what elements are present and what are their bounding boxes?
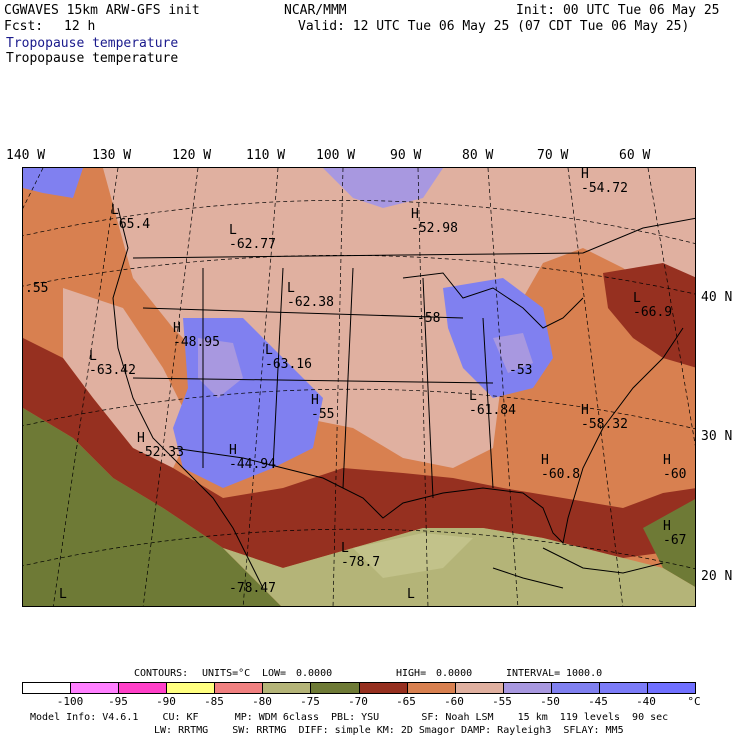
lon-label: 120 W	[172, 148, 212, 163]
extremum-label: L -63.42	[89, 349, 136, 378]
lat-label: 40 N	[701, 290, 733, 305]
legend-tick: -45	[588, 695, 608, 708]
extremum-label: H -52.33	[137, 431, 184, 460]
high-label: HIGH=	[396, 668, 427, 679]
legend-swatch	[119, 683, 168, 693]
units-label: UNITS=°C	[202, 668, 251, 679]
tropopause-temperature-map: H -54.72 L -65.4 L -62.77 H -52.98 .55 L -62.…	[22, 167, 696, 607]
extremum-label: H -60.8	[541, 453, 581, 482]
field-title-secondary: Tropopause temperature	[6, 51, 179, 66]
legend-tick: -65	[396, 695, 416, 708]
interval-label: INTERVAL=	[506, 668, 561, 679]
map-fields	[23, 168, 695, 606]
extremum-label: L -66.9	[633, 291, 673, 320]
legend-unit: °C	[687, 695, 701, 708]
extremum-label: H -54.72	[581, 167, 628, 196]
extremum-label: -58	[417, 311, 441, 326]
extremum-label: H -52.98	[411, 207, 458, 236]
extremum-label: -78.47	[229, 581, 276, 596]
low-label: LOW=	[262, 668, 287, 679]
lon-label: 100 W	[316, 148, 356, 163]
legend-swatch	[23, 683, 72, 693]
lon-label: 130 W	[92, 148, 132, 163]
legend-tick: -85	[204, 695, 224, 708]
extremum-label: L -62.77	[229, 223, 276, 252]
extremum-label: L -61.84	[469, 389, 516, 418]
legend-swatch	[263, 683, 312, 693]
extremum-label: L	[407, 587, 415, 602]
extremum-label: H -44.94	[229, 443, 276, 472]
lon-label: 80 W	[462, 148, 494, 163]
model-info-line1: Model Info: V4.6.1 CU: KF MP: WDM 6class…	[30, 712, 669, 723]
legend-swatch	[503, 683, 552, 693]
legend-tick: -55	[492, 695, 512, 708]
high-value: 0.0000	[436, 668, 473, 679]
extremum-label: L -78.7	[341, 541, 381, 570]
extremum-label: -53	[509, 363, 533, 378]
legend-tick: -70	[348, 695, 368, 708]
lon-label: 110 W	[246, 148, 286, 163]
extremum-label: H -67	[663, 519, 687, 548]
lon-label: 140 W	[6, 148, 46, 163]
legend-swatch	[71, 683, 120, 693]
init-time: Init: 00 UTC Tue 06 May 25	[516, 3, 720, 18]
extremum-label: H -55	[311, 393, 335, 422]
org-label: NCAR/MMM	[284, 3, 347, 18]
extremum-label: H -48.95	[173, 321, 220, 350]
legend-swatch	[599, 683, 649, 693]
legend-swatch	[455, 683, 504, 693]
legend-swatch	[359, 683, 408, 693]
contours-label: CONTOURS:	[134, 668, 189, 679]
extremum-label: .55	[25, 281, 49, 296]
extremum-label: H -60	[663, 453, 687, 482]
interval-value: 1000.0	[566, 668, 603, 679]
forecast-label: Fcst:	[4, 19, 44, 34]
legend-tick: -95	[108, 695, 128, 708]
lon-label: 90 W	[390, 148, 422, 163]
extremum-label: L	[59, 587, 67, 602]
lat-label: 30 N	[701, 429, 733, 444]
legend-tick: -50	[540, 695, 560, 708]
legend-swatch	[167, 683, 216, 693]
legend-tick: -75	[300, 695, 320, 708]
legend-swatch	[648, 683, 696, 693]
legend-tick: -90	[156, 695, 176, 708]
forecast-value: 12 h	[64, 19, 96, 34]
legend-tick: -40	[636, 695, 656, 708]
legend-swatch	[215, 683, 264, 693]
legend-tick: -60	[444, 695, 464, 708]
extremum-label: H -58.32	[581, 403, 628, 432]
legend-swatch	[407, 683, 456, 693]
lat-label: 20 N	[701, 569, 733, 584]
legend-swatch	[311, 683, 360, 693]
low-value: 0.0000	[296, 668, 333, 679]
extremum-label: L -62.38	[287, 281, 334, 310]
lon-label: 60 W	[619, 148, 651, 163]
extremum-label: L -63.16	[265, 343, 312, 372]
legend-swatch	[551, 683, 600, 693]
legend-tick: -100	[56, 695, 84, 708]
valid-time: Valid: 12 UTC Tue 06 May 25 (07 CDT Tue …	[298, 19, 690, 34]
color-legend-bar	[22, 682, 696, 694]
extremum-label: L -65.4	[111, 203, 151, 232]
model-title: CGWAVES 15km ARW-GFS init	[4, 3, 200, 18]
lon-label: 70 W	[537, 148, 569, 163]
legend-tick: -80	[252, 695, 272, 708]
field-title-primary: Tropopause temperature	[6, 36, 179, 51]
model-info-line2: LW: RRTMG SW: RRTMG DIFF: simple KM: 2D …	[154, 725, 624, 736]
